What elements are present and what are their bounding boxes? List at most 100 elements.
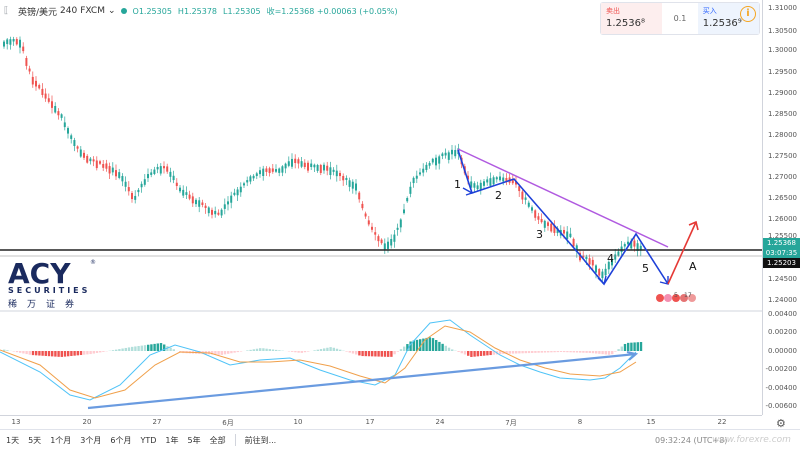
candle-body: [95, 160, 98, 169]
candle-body: [169, 171, 172, 177]
macd-bar: [505, 351, 508, 354]
candle-body: [383, 243, 386, 250]
candle-body: [524, 197, 527, 200]
horizontal-line-price-tag: 1.25203: [763, 258, 800, 268]
range-1m-button[interactable]: 1个月: [50, 435, 72, 445]
candle-body: [582, 255, 585, 258]
clock-timezone[interactable]: 09:32:24 (UTC+8): [655, 435, 728, 445]
candle-body: [191, 196, 194, 204]
event-flag-icon[interactable]: [656, 294, 664, 302]
gear-icon[interactable]: ⚙: [776, 417, 786, 430]
macd-bar: [463, 351, 467, 355]
macd-bar: [611, 351, 614, 355]
range-5y-button[interactable]: 5年: [187, 435, 201, 445]
range-all-button[interactable]: 全部: [209, 435, 226, 445]
sell-label: 卖出: [606, 7, 620, 15]
macd-bar: [630, 342, 633, 351]
candle-body: [307, 162, 309, 171]
info-icon[interactable]: i: [740, 6, 756, 22]
chevron-down-icon[interactable]: ⌄: [107, 6, 116, 16]
macd-bar: [540, 351, 543, 353]
goto-date-button[interactable]: 前往到...: [244, 435, 277, 445]
candle-body: [623, 244, 626, 247]
macd-bar: [153, 343, 156, 351]
event-flag-icon[interactable]: [672, 294, 680, 302]
time-axis[interactable]: 13 20 27 6月 10 17 24 7月 8 15 22: [0, 415, 762, 429]
candle-body: [492, 177, 495, 185]
candle-body: [111, 167, 114, 173]
symbol-header: ⟦ 英镑/美元 240 FXCM ⌄ O1.25305 H1.25378 L1.…: [0, 0, 762, 22]
price-axis[interactable]: 1.31000 1.30500 1.30000 1.29500 1.29000 …: [762, 0, 800, 415]
price-tick: 1.28000: [768, 131, 797, 139]
candle-body: [284, 163, 287, 169]
macd-bar: [435, 340, 438, 351]
range-6m-button[interactable]: 6个月: [110, 435, 132, 445]
candle-body: [230, 195, 233, 203]
collapse-icon[interactable]: ⟦: [4, 6, 9, 16]
candle-body: [60, 114, 63, 118]
range-5d-button[interactable]: 5天: [28, 435, 42, 445]
economic-events[interactable]: 5 17: [656, 292, 696, 302]
macd-bar: [156, 343, 159, 351]
range-3m-button[interactable]: 3个月: [80, 435, 102, 445]
macd-bar: [451, 349, 454, 351]
range-1d-button[interactable]: 1天: [6, 435, 20, 445]
macd-bar: [54, 351, 57, 357]
macd-bar: [76, 351, 79, 356]
macd-bar: [470, 351, 473, 357]
candle-body: [639, 245, 642, 251]
close-change-value: 收=1.25368 +0.00063 (+0.05%): [266, 6, 398, 16]
event-flag-icon[interactable]: [664, 294, 672, 302]
sell-button[interactable]: 卖出 1.2536⁸: [601, 3, 663, 34]
candle-body: [86, 155, 89, 163]
macd-bar: [547, 351, 550, 353]
candle-body: [297, 159, 300, 164]
macd-bar: [51, 351, 54, 357]
time-tick: 6月: [222, 419, 234, 427]
interval-label[interactable]: 240: [60, 6, 78, 16]
macd-bar: [31, 351, 35, 356]
candle-body: [207, 207, 210, 214]
macd-bar: [617, 349, 620, 351]
symbol-name[interactable]: 英镑/美元: [18, 7, 58, 18]
candle-body: [25, 58, 28, 66]
range-ytd-button[interactable]: YTD: [140, 435, 157, 445]
watermark-text: www.forexre.com: [712, 435, 791, 445]
sell-price: 1.2536⁸: [606, 18, 645, 29]
macd-bar: [326, 347, 329, 351]
macd-bar: [409, 341, 412, 351]
macd-bar: [137, 346, 140, 351]
macd-bar: [294, 351, 297, 353]
event-flag-icon[interactable]: [680, 294, 688, 302]
candle-body: [364, 213, 367, 217]
macd-bar: [364, 351, 367, 357]
trend-line[interactable]: [457, 148, 669, 248]
event-flag-icon[interactable]: [688, 294, 696, 302]
elliott-wave-path[interactable]: [457, 149, 669, 286]
macd-bar: [403, 346, 406, 351]
candle-body: [348, 180, 351, 187]
macd-bar: [265, 348, 268, 351]
macd-bar: [447, 347, 451, 351]
range-1y-button[interactable]: 1年: [165, 435, 179, 445]
time-tick: 20: [82, 418, 92, 426]
macd-bar: [134, 346, 137, 351]
candle-body: [211, 209, 213, 215]
candle-body: [255, 173, 258, 177]
candle-body: [335, 170, 338, 177]
macd-bar: [223, 351, 227, 355]
macd-bar: [169, 347, 172, 351]
macd-bar: [524, 351, 527, 354]
price-tick: 1.28500: [768, 110, 797, 118]
wave-label-a: A: [689, 260, 697, 273]
target-arrow-head: [688, 220, 699, 231]
candle-body: [249, 176, 252, 182]
macd-bar: [438, 341, 441, 351]
price-chart[interactable]: 1 2 3 4 5 A 5 17: [0, 0, 762, 415]
candle-body: [105, 163, 108, 169]
candle-body: [489, 178, 492, 186]
candle-body: [486, 179, 489, 183]
macd-bar: [345, 351, 348, 352]
divergence-trend-line[interactable]: [87, 352, 637, 410]
target-projection-line[interactable]: [667, 221, 697, 285]
